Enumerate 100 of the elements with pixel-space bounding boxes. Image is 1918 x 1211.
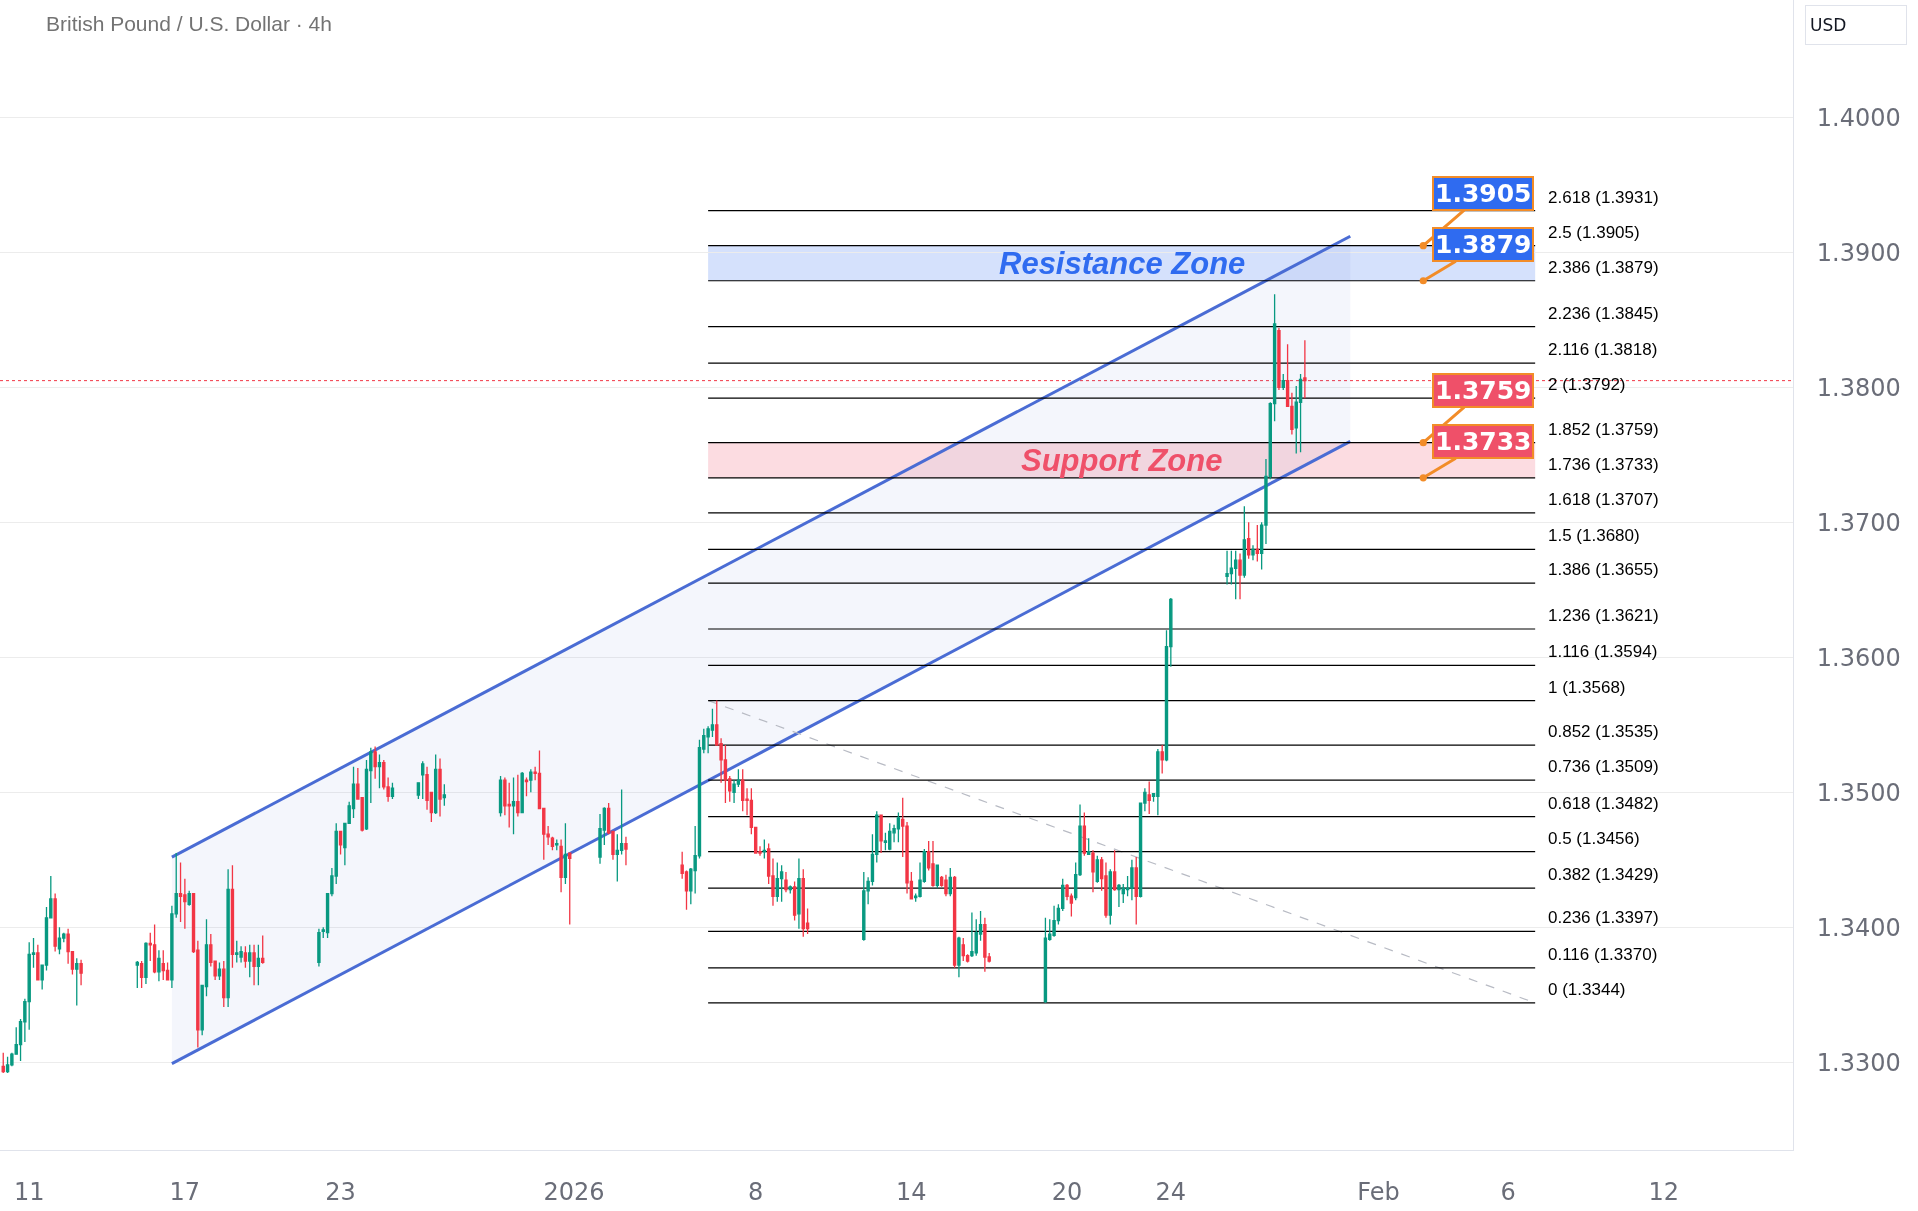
candlestick xyxy=(801,868,805,938)
candlestick xyxy=(970,911,974,957)
candlestick xyxy=(36,944,40,981)
candlestick xyxy=(1156,748,1160,816)
candlestick xyxy=(222,960,226,1008)
candlestick xyxy=(416,782,421,800)
candlestick xyxy=(235,940,239,964)
candlestick xyxy=(563,822,568,885)
candlestick xyxy=(243,945,248,969)
y-tick-label: 1.3400 xyxy=(1816,913,1901,942)
candlestick xyxy=(624,836,628,866)
candlestick xyxy=(1281,373,1285,391)
candlestick xyxy=(5,1056,10,1074)
candlestick xyxy=(516,774,520,818)
series-label: 0.618 (1.3482) xyxy=(1548,794,1659,813)
series-label: 2 (1.3792) xyxy=(1548,375,1626,394)
candlestick xyxy=(226,868,230,1008)
candlestick xyxy=(139,960,144,989)
y-tick-label: 1.3300 xyxy=(1816,1048,1901,1077)
candlestick xyxy=(161,949,165,981)
candlestick xyxy=(1091,849,1095,893)
x-tick-label: 12 xyxy=(1648,1177,1680,1206)
band-label: Support Zone xyxy=(1021,443,1223,478)
candlestick xyxy=(79,959,83,986)
candlestick xyxy=(217,961,222,981)
series-label: 1.236 (1.3621) xyxy=(1548,606,1659,625)
text: USD xyxy=(1810,15,1847,35)
series-label: 2.5 (1.3905) xyxy=(1548,223,1640,242)
candlestick xyxy=(762,838,767,860)
text: British Pound / U.S. Dollar · 4h xyxy=(46,12,332,36)
candlestick xyxy=(1147,780,1151,815)
candlestick xyxy=(421,760,425,800)
series-label: 1.618 (1.3707) xyxy=(1548,490,1659,509)
candlestick xyxy=(1086,837,1091,856)
candlestick xyxy=(555,838,559,851)
candlestick xyxy=(983,917,987,973)
candlestick xyxy=(317,927,321,968)
candlestick xyxy=(1134,856,1138,926)
series-label: 1.736 (1.3733) xyxy=(1548,455,1659,474)
candlestick xyxy=(442,783,447,807)
candlestick xyxy=(1251,544,1255,561)
candlestick xyxy=(338,830,343,856)
candlestick xyxy=(559,838,563,893)
series-label: 1.116 (1.3594) xyxy=(1548,642,1658,661)
candlestick xyxy=(944,874,948,897)
candlestick xyxy=(187,890,191,907)
x-tick-label: 20 xyxy=(1051,1177,1083,1206)
series-label: 0.5 (1.3456) xyxy=(1548,829,1640,848)
annotation: 1.3733 xyxy=(1435,427,1532,456)
annotation: 1.3879 xyxy=(1435,230,1532,259)
x-tick-label: 23 xyxy=(325,1177,356,1206)
series-label: 1 (1.3568) xyxy=(1548,678,1626,697)
y-tick-label: 1.3600 xyxy=(1816,643,1901,672)
candlestick xyxy=(230,864,235,969)
series-label: 2.386 (1.3879) xyxy=(1548,258,1659,277)
candlestick xyxy=(1104,861,1108,919)
candlestick xyxy=(957,936,961,978)
candlestick xyxy=(1052,905,1056,938)
candlestick xyxy=(1130,859,1134,901)
y-tick-label: 1.4000 xyxy=(1816,103,1901,132)
x-tick-label: 11 xyxy=(13,1177,45,1206)
series-label: 0.382 (1.3429) xyxy=(1548,865,1659,884)
x-tick-label: 8 xyxy=(748,1177,764,1206)
candlestick xyxy=(784,871,788,893)
candlestick xyxy=(144,941,148,985)
x-tick-label: 6 xyxy=(1500,1177,1516,1206)
band-label: Resistance Zone xyxy=(999,246,1246,281)
candlestick xyxy=(1160,744,1164,775)
candlestick xyxy=(438,757,442,818)
candlestick xyxy=(373,745,377,780)
annotation: 1.3905 xyxy=(1435,179,1532,208)
x-tick-label: 24 xyxy=(1155,1177,1187,1206)
candlestick xyxy=(248,944,252,978)
candlestick xyxy=(252,944,256,986)
y-tick-label: 1.3900 xyxy=(1816,238,1901,267)
x-tick-label: Feb xyxy=(1357,1177,1400,1206)
candlestick xyxy=(1233,550,1238,600)
series-label: 2.116 (1.3818) xyxy=(1548,340,1658,359)
candlestick xyxy=(524,776,529,798)
candlestick xyxy=(1246,521,1251,560)
candlestick xyxy=(862,871,866,942)
candlestick xyxy=(1043,917,1048,1004)
candlestick xyxy=(511,776,516,835)
candlestick xyxy=(888,822,892,851)
candlestick xyxy=(57,926,62,955)
x-tick-label: 2026 xyxy=(543,1177,605,1206)
candlestick xyxy=(135,960,140,989)
candlestick xyxy=(779,864,784,903)
candlestick xyxy=(1298,373,1303,453)
candlestick xyxy=(931,840,935,888)
candlestick xyxy=(520,771,524,814)
series-label: 2.236 (1.3845) xyxy=(1548,304,1659,323)
candlestick xyxy=(1112,849,1117,892)
series-label: 1.386 (1.3655) xyxy=(1548,560,1659,579)
candlestick xyxy=(53,892,57,953)
series-label: 2.618 (1.3931) xyxy=(1548,188,1659,207)
candlestick xyxy=(261,934,265,965)
x-tick-label: 17 xyxy=(169,1177,201,1206)
candlestick xyxy=(1242,505,1247,579)
candlestick xyxy=(157,949,161,982)
